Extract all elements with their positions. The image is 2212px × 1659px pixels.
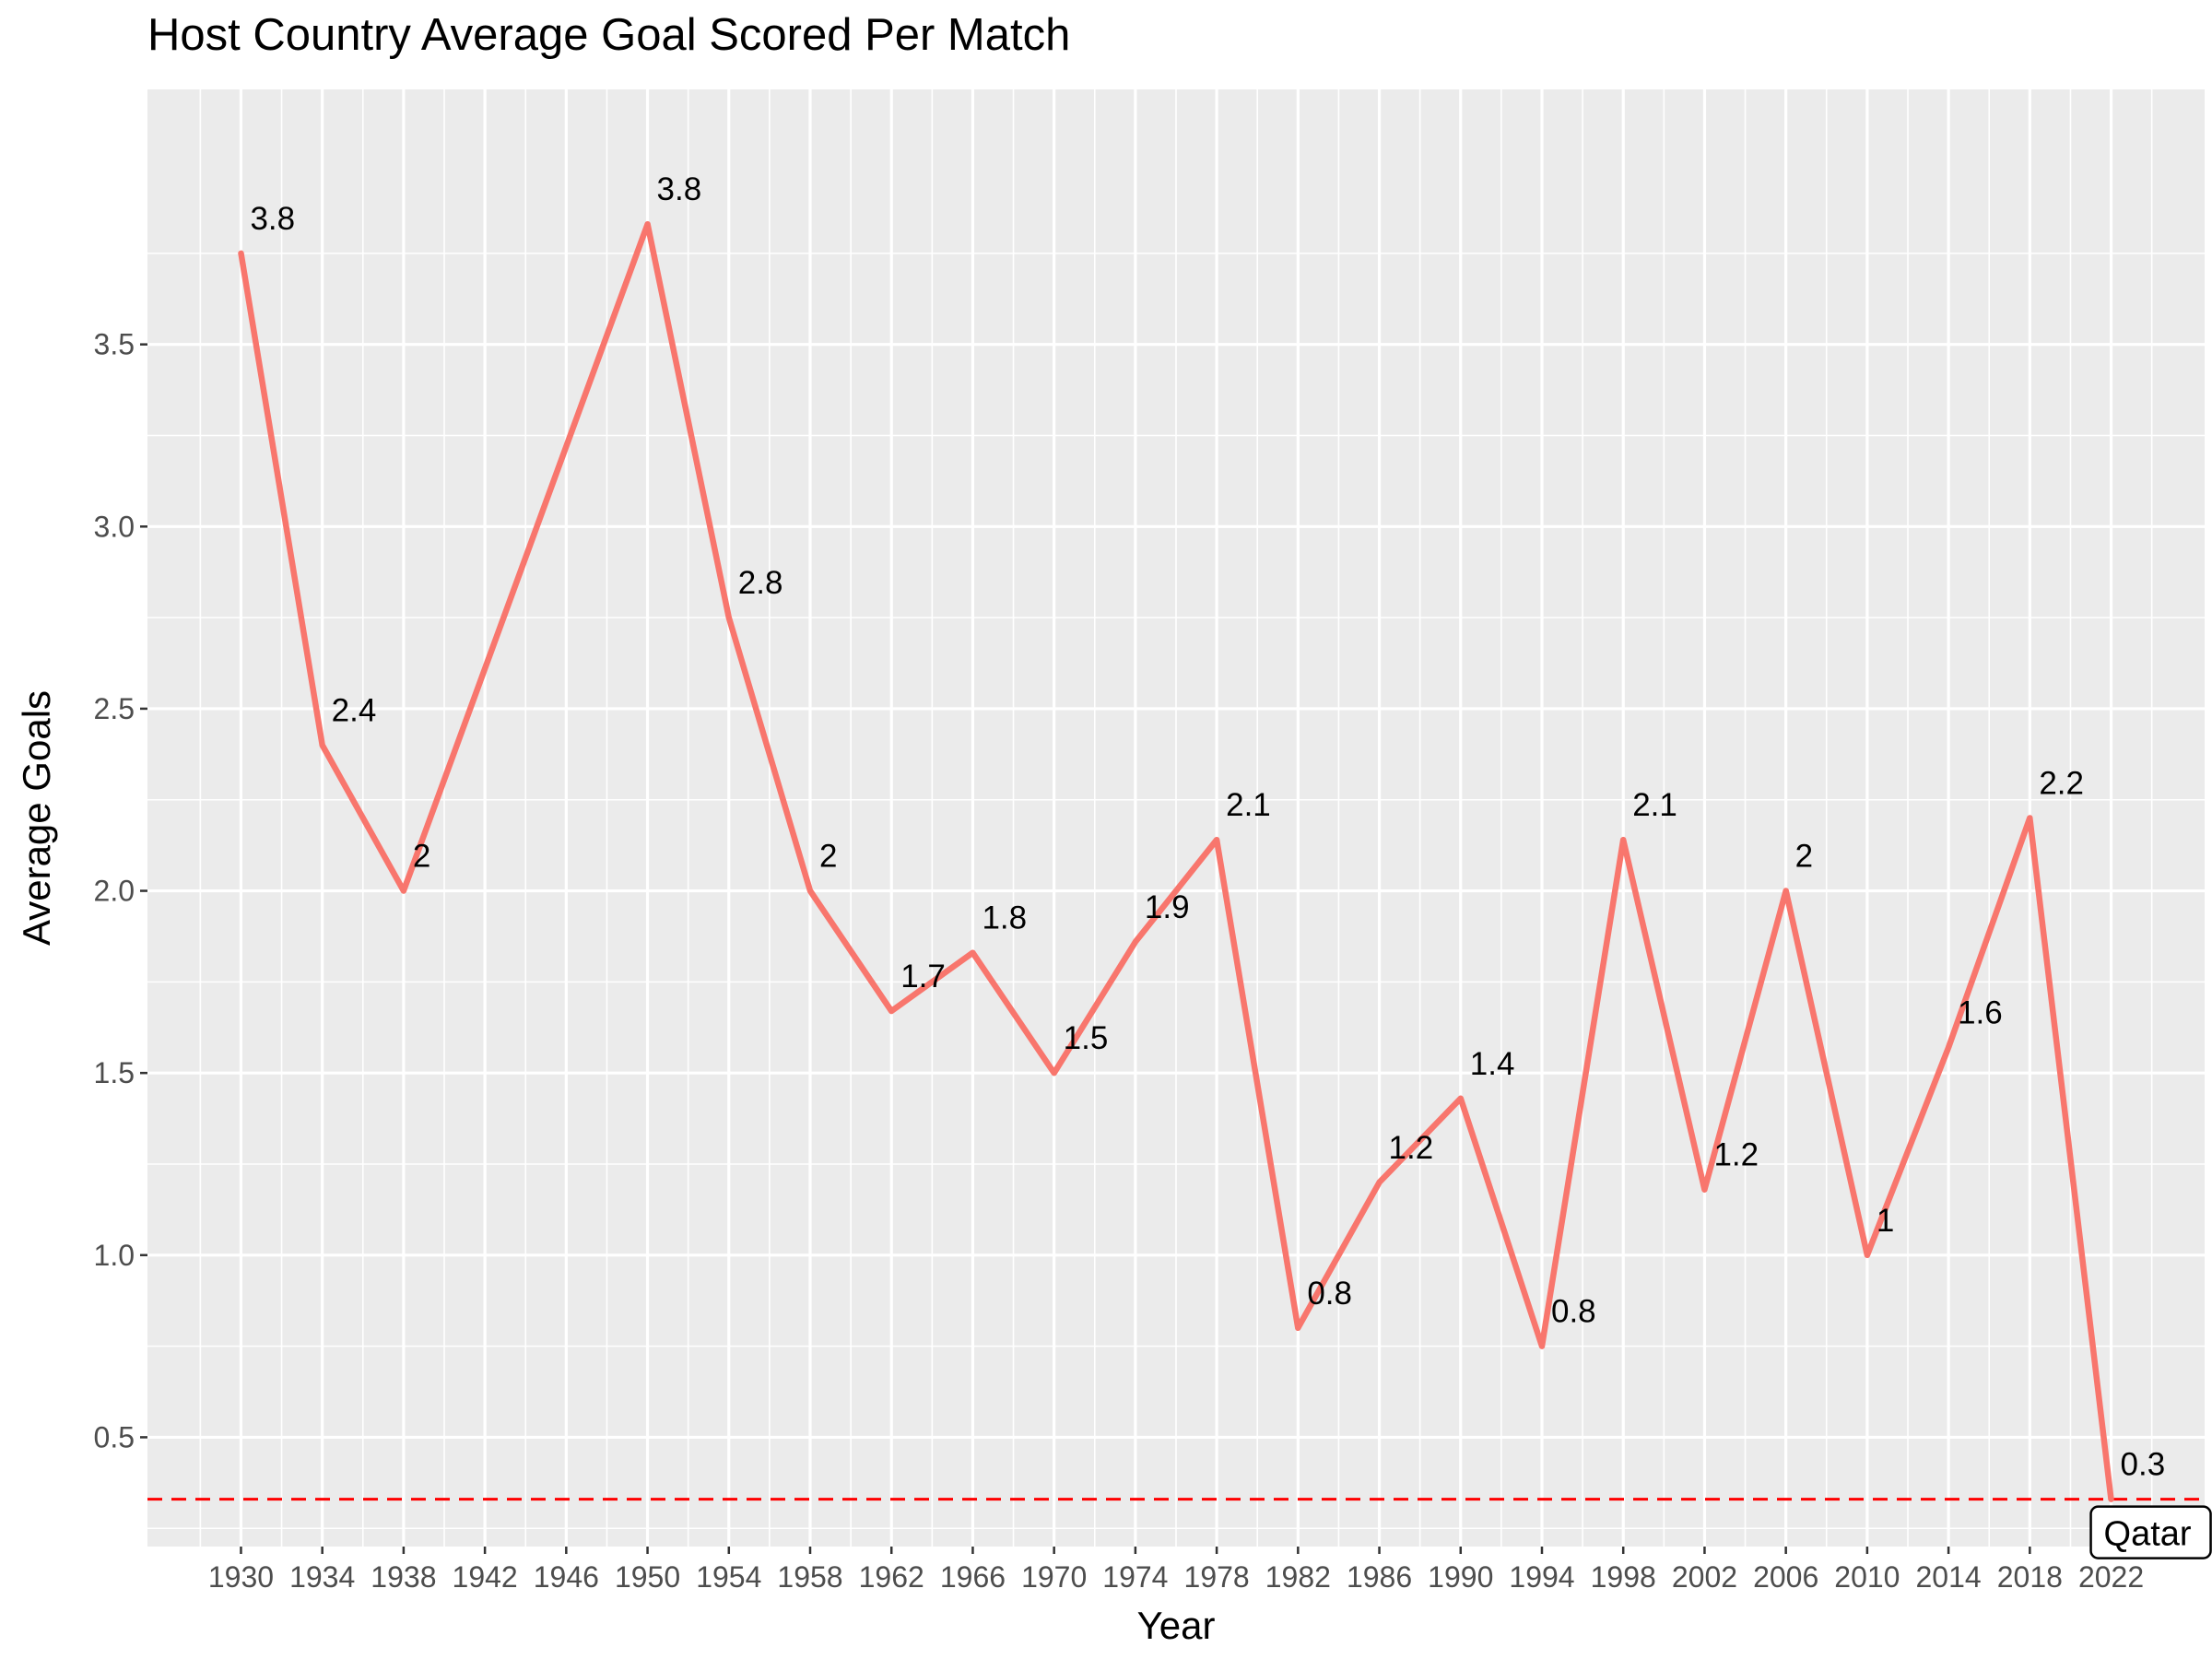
data-label: 2.1 xyxy=(1632,787,1677,823)
y-tick-label: 3.0 xyxy=(94,510,135,543)
x-tick-label: 1930 xyxy=(208,1560,274,1594)
data-point xyxy=(1538,1343,1545,1349)
x-tick-label: 1982 xyxy=(1265,1560,1331,1594)
x-tick-label: 1934 xyxy=(289,1560,355,1594)
y-tick-label: 1.5 xyxy=(94,1056,135,1089)
data-label: 0.8 xyxy=(1307,1276,1352,1312)
data-label: 0.8 xyxy=(1551,1294,1596,1330)
data-label: 1.9 xyxy=(1145,889,1190,925)
y-tick-label: 2.5 xyxy=(94,692,135,725)
data-label: 3.8 xyxy=(250,201,295,237)
x-tick-label: 1974 xyxy=(1102,1560,1168,1594)
x-tick-label: 1978 xyxy=(1184,1560,1250,1594)
series-line xyxy=(238,220,2114,1502)
data-point xyxy=(1783,888,1789,894)
y-tick-label: 1.0 xyxy=(94,1239,135,1272)
data-point xyxy=(1457,1095,1464,1101)
x-tick-label: 2014 xyxy=(1916,1560,1982,1594)
data-label: 2.2 xyxy=(2039,766,2084,802)
x-tick-label: 1942 xyxy=(453,1560,518,1594)
chart-title: Host Country Average Goal Scored Per Mat… xyxy=(147,10,1071,60)
x-tick-label: 2018 xyxy=(1997,1560,2063,1594)
data-label: 1.7 xyxy=(900,959,946,994)
data-label: 2 xyxy=(1795,839,1813,875)
data-label: 0.3 xyxy=(2121,1447,2166,1483)
data-label: 1.2 xyxy=(1389,1130,1434,1166)
x-tick-label: 1946 xyxy=(534,1560,599,1594)
x-tick-label: 2010 xyxy=(1834,1560,1900,1594)
y-axis-title: Average Goals xyxy=(15,690,58,946)
x-tick-label: 1938 xyxy=(371,1560,436,1594)
data-point xyxy=(970,949,976,956)
data-point xyxy=(1214,837,1220,843)
data-point xyxy=(1051,1070,1057,1077)
data-point xyxy=(1620,837,1627,843)
x-tick-label: 1962 xyxy=(859,1560,924,1594)
data-point xyxy=(2108,1496,2114,1502)
data-label: 2.1 xyxy=(1226,787,1271,823)
x-tick-label: 1950 xyxy=(615,1560,680,1594)
data-label: 1.4 xyxy=(1470,1046,1515,1082)
data-point xyxy=(1946,1044,1952,1051)
data-point xyxy=(1864,1252,1870,1258)
data-point xyxy=(725,615,732,621)
data-point xyxy=(319,742,325,748)
data-label: 1.5 xyxy=(1064,1020,1109,1056)
data-point xyxy=(1132,938,1138,945)
data-point xyxy=(238,250,244,256)
data-point xyxy=(1295,1324,1301,1331)
x-tick-label: 2006 xyxy=(1753,1560,1818,1594)
data-label: 2.8 xyxy=(738,565,783,601)
x-tick-label: 1958 xyxy=(777,1560,842,1594)
data-label: 2 xyxy=(819,839,837,875)
y-tick-label: 2.0 xyxy=(94,875,135,908)
x-tick-label: 2022 xyxy=(2078,1560,2144,1594)
x-tick-label: 1986 xyxy=(1347,1560,1412,1594)
x-tick-label: 1990 xyxy=(1428,1560,1493,1594)
x-tick-label: 2002 xyxy=(1672,1560,1737,1594)
data-label: 1.6 xyxy=(1958,995,2003,1031)
x-tick-label: 1954 xyxy=(696,1560,761,1594)
data-label: 1.8 xyxy=(982,900,1027,936)
data-label: 3.8 xyxy=(657,171,702,207)
data-point xyxy=(888,1007,895,1014)
x-tick-label: 1994 xyxy=(1509,1560,1574,1594)
data-point xyxy=(2027,815,2033,821)
annotation-label: Qatar xyxy=(2104,1515,2192,1554)
data-point xyxy=(1376,1179,1382,1185)
y-tick-label: 0.5 xyxy=(94,1420,135,1453)
data-point xyxy=(644,221,651,228)
data-label: 2 xyxy=(413,839,430,875)
data-label: 1.2 xyxy=(1713,1137,1759,1173)
x-tick-label: 1998 xyxy=(1591,1560,1656,1594)
x-tick-label: 1970 xyxy=(1021,1560,1087,1594)
annotation-box xyxy=(2089,1505,2212,1559)
data-point xyxy=(807,888,814,894)
data-label: 2.4 xyxy=(332,692,377,728)
x-axis-title: Year xyxy=(1137,1604,1216,1647)
data-point xyxy=(1701,1186,1708,1193)
y-tick-label: 3.5 xyxy=(94,328,135,361)
data-point xyxy=(400,888,406,894)
data-label: 1 xyxy=(1877,1203,1894,1239)
x-tick-label: 1966 xyxy=(940,1560,1006,1594)
